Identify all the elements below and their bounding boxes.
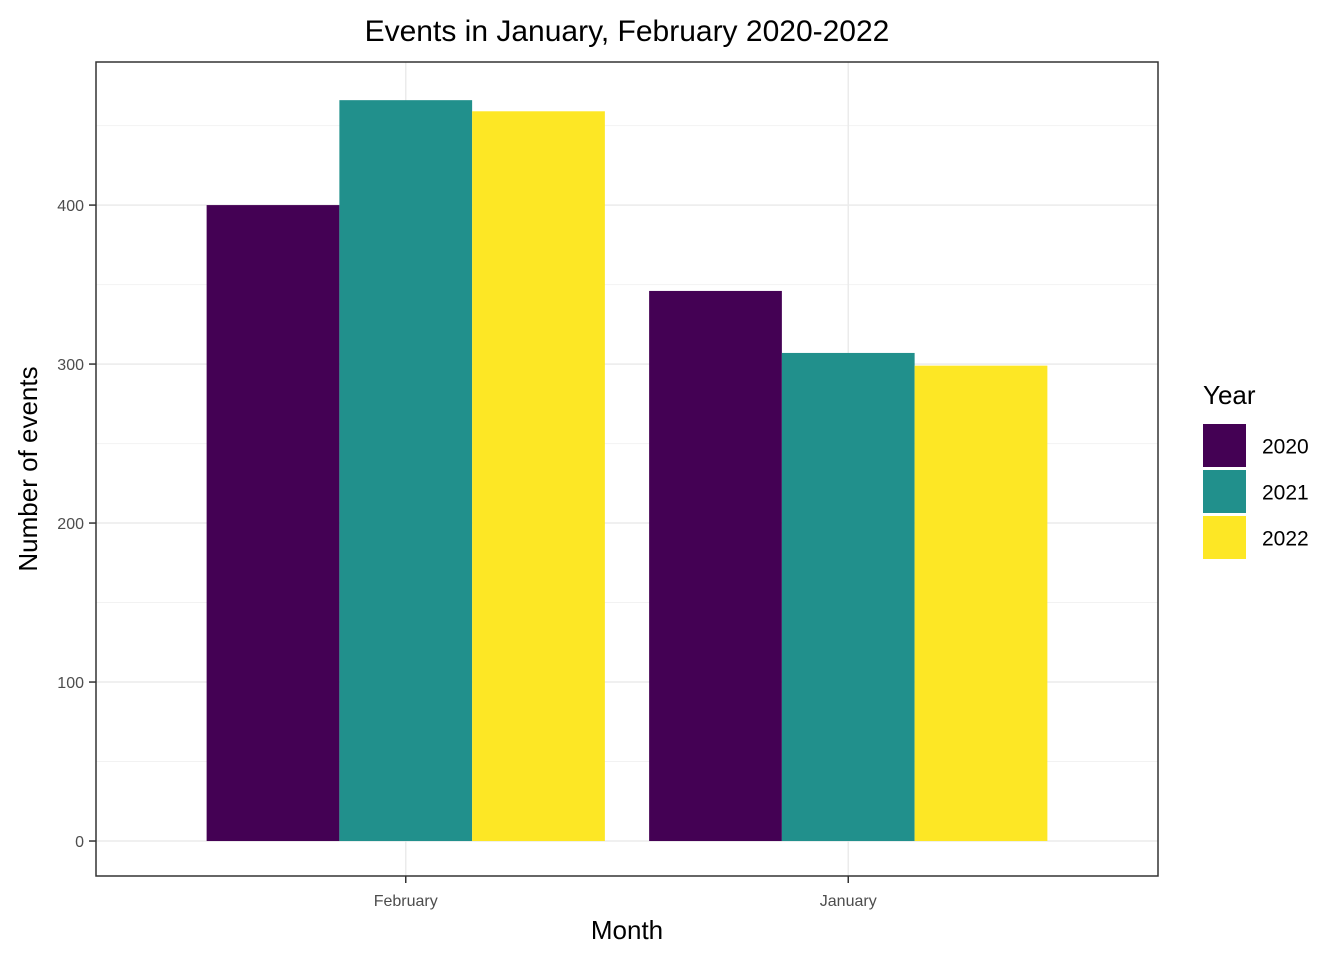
y-axis-title: Number of events xyxy=(13,366,43,571)
y-tick-label: 400 xyxy=(57,198,84,215)
bar-january-2020 xyxy=(649,290,782,842)
y-tick-label: 200 xyxy=(57,516,84,533)
legend-label: 2021 xyxy=(1262,482,1309,505)
bars xyxy=(206,100,1048,842)
legend-title: Year xyxy=(1203,380,1256,410)
legend-key-2020 xyxy=(1203,424,1246,467)
bar-january-2022 xyxy=(914,365,1048,842)
y-tick-label: 300 xyxy=(57,357,84,374)
y-tick-label: 0 xyxy=(75,834,84,851)
legend: Year 2020 2021 2022 xyxy=(1203,380,1309,559)
bar-february-2020 xyxy=(206,205,340,842)
legend-key-2021 xyxy=(1203,470,1246,513)
bar-january-2021 xyxy=(781,352,915,842)
legend-label: 2020 xyxy=(1262,436,1309,459)
legend-key-2022 xyxy=(1203,516,1246,559)
bar-february-2021 xyxy=(339,100,473,842)
x-tick-label: February xyxy=(374,893,438,910)
x-axis-title: Month xyxy=(591,915,663,945)
y-tick-label: 100 xyxy=(57,675,84,692)
x-tick-label: January xyxy=(820,893,877,910)
legend-label: 2022 xyxy=(1262,528,1309,551)
axes: 0 100 200 300 400 February January xyxy=(57,198,876,910)
bar-february-2022 xyxy=(472,111,605,842)
chart-title: Events in January, February 2020-2022 xyxy=(365,15,890,48)
plot-panel-border xyxy=(95,61,1159,877)
